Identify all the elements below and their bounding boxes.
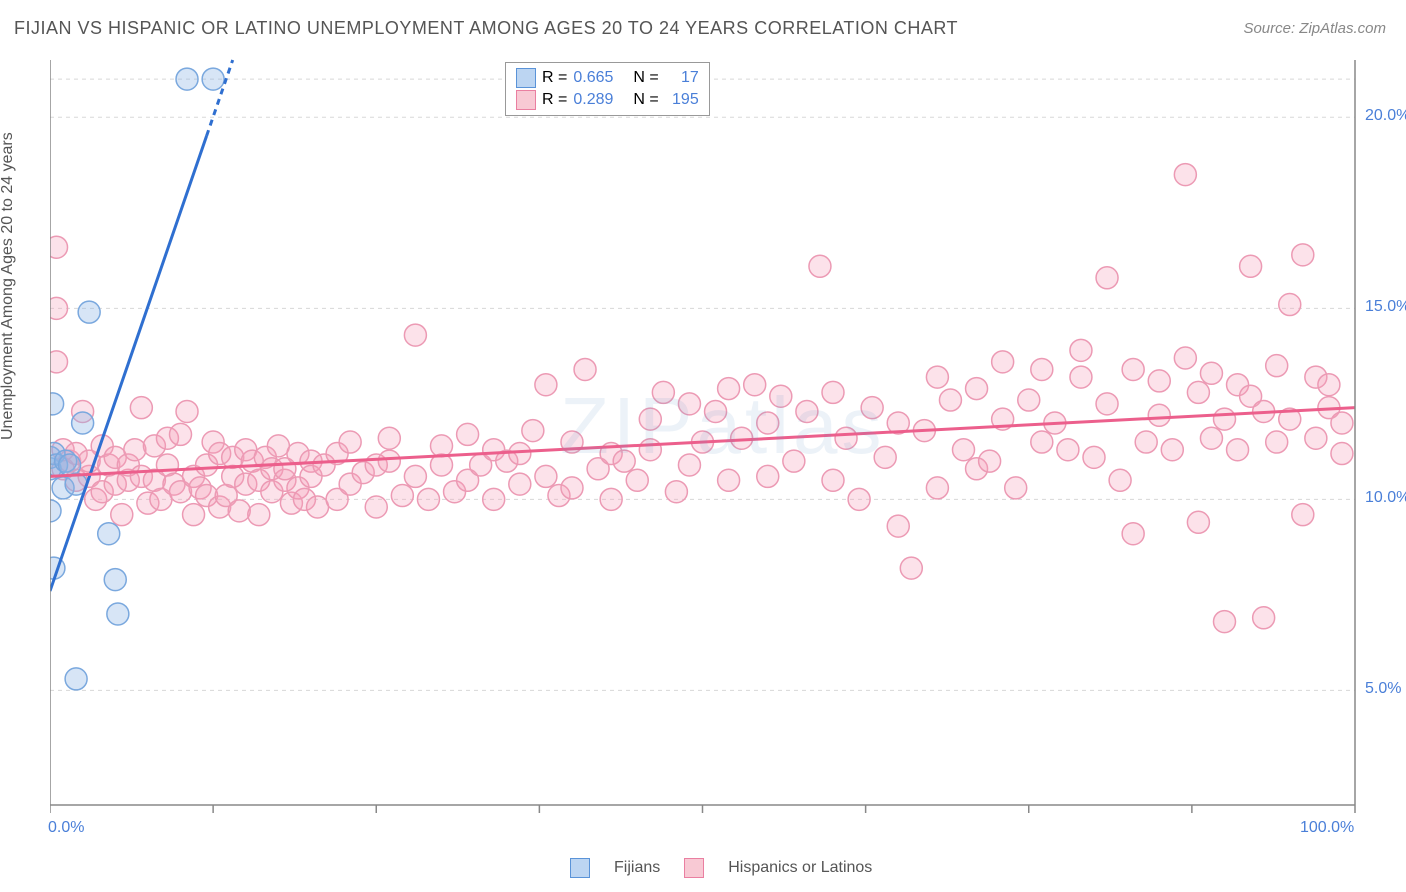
r-value: 0.665 xyxy=(573,67,613,89)
series-legend: Fijians Hispanics or Latinos xyxy=(570,858,872,878)
legend-row-fijian: R = 0.665 N = 17 xyxy=(516,67,699,89)
swatch-hispanic xyxy=(516,90,536,110)
n-label: N = xyxy=(633,67,658,89)
y-tick-label: 10.0% xyxy=(1365,489,1406,507)
n-value: 17 xyxy=(665,67,699,89)
n-label: N = xyxy=(633,89,658,111)
r-value: 0.289 xyxy=(573,89,613,111)
chart-title: FIJIAN VS HISPANIC OR LATINO UNEMPLOYMEN… xyxy=(14,18,958,39)
correlation-legend: R = 0.665 N = 17 R = 0.289 N = 195 xyxy=(505,62,710,116)
series-label-fijian: Fijians xyxy=(614,859,660,877)
y-axis-label: Unemployment Among Ages 20 to 24 years xyxy=(0,132,17,440)
source-label: Source: ZipAtlas.com xyxy=(1243,20,1386,37)
swatch-fijian-bottom xyxy=(570,858,590,878)
x-tick-label: 100.0% xyxy=(1300,819,1354,837)
scatter-plot xyxy=(50,55,1390,835)
n-value: 195 xyxy=(665,89,699,111)
r-label: R = xyxy=(542,67,567,89)
x-tick-label: 0.0% xyxy=(48,819,84,837)
y-tick-label: 5.0% xyxy=(1365,680,1401,698)
legend-row-hispanic: R = 0.289 N = 195 xyxy=(516,89,699,111)
y-tick-label: 20.0% xyxy=(1365,107,1406,125)
r-label: R = xyxy=(542,89,567,111)
swatch-fijian xyxy=(516,68,536,88)
swatch-hispanic-bottom xyxy=(684,858,704,878)
series-label-hispanic: Hispanics or Latinos xyxy=(728,859,872,877)
y-tick-label: 15.0% xyxy=(1365,298,1406,316)
